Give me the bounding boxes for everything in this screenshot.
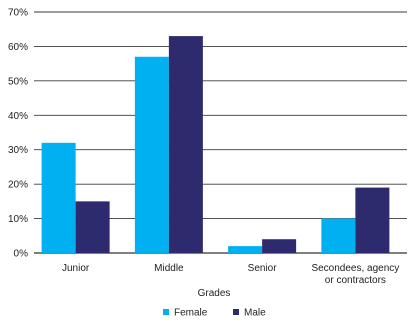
x-category-label-line: Senior	[248, 263, 278, 274]
y-tick-label: 50%	[8, 76, 28, 87]
legend-swatch-male	[233, 309, 239, 315]
y-axis-ticks: 0% 10% 20% 30% 40% 50% 60% 70%	[8, 8, 28, 260]
legend: Female Male	[163, 308, 266, 319]
bar-female-0	[41, 142, 76, 253]
x-category-label: Middle	[154, 263, 184, 274]
bar-female-2	[228, 246, 263, 253]
x-category-label-line: or contractors	[325, 275, 386, 286]
x-category-label-line: Secondees, agency	[311, 263, 399, 274]
bar-female-1	[134, 56, 169, 253]
y-tick-label: 40%	[8, 111, 28, 122]
x-axis-categories: Junior Middle Senior Secondees, agency or co…	[62, 263, 399, 286]
x-category-label-line: Middle	[154, 263, 184, 274]
x-category-label-line: Junior	[62, 263, 90, 274]
bar-male-2	[262, 239, 297, 253]
x-category-label: Secondees, agency or contractors	[311, 263, 399, 286]
bar-male-0	[75, 201, 110, 253]
x-category-label: Senior	[248, 263, 278, 274]
y-tick-label: 60%	[8, 42, 28, 53]
bars	[41, 36, 390, 253]
bar-male-1	[168, 36, 203, 253]
legend-label-male: Male	[244, 308, 266, 319]
legend-swatch-female	[163, 309, 169, 315]
y-tick-label: 20%	[8, 180, 28, 191]
bar-male-3	[355, 187, 390, 253]
y-tick-label: 30%	[8, 145, 28, 156]
bar-female-3	[321, 218, 356, 253]
x-axis-title: Grades	[198, 288, 231, 299]
x-category-label: Junior	[62, 263, 90, 274]
y-tick-label: 70%	[8, 8, 28, 19]
y-tick-label: 0%	[14, 249, 29, 260]
legend-label-female: Female	[174, 308, 208, 319]
y-tick-label: 10%	[8, 214, 28, 225]
